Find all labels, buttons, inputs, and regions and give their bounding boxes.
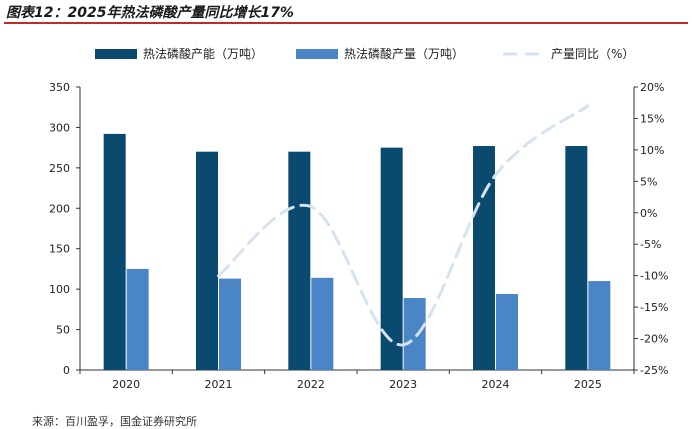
- left-tick-label: 250: [49, 162, 70, 175]
- x-tick-label: 2020: [112, 378, 140, 391]
- output-bar: [588, 281, 610, 370]
- legend-label: 产量同比（%）: [551, 47, 634, 61]
- output-bar: [404, 298, 426, 370]
- x-tick-label: 2025: [574, 378, 602, 391]
- capacity-bar: [288, 152, 310, 370]
- left-tick-label: 200: [49, 202, 70, 215]
- right-tick-label: 5%: [640, 175, 657, 188]
- left-tick-label: 0: [63, 364, 70, 377]
- source-note: 来源：百川盈孚，国金证券研究所: [32, 413, 197, 429]
- legend-label: 热法磷酸产能（万吨）: [143, 46, 263, 61]
- legend-swatch: [95, 49, 137, 59]
- right-tick-label: -15%: [640, 301, 668, 314]
- left-tick-label: 300: [49, 121, 70, 134]
- right-tick-label: -25%: [640, 364, 668, 377]
- x-tick-label: 2021: [205, 378, 233, 391]
- output-bar: [127, 269, 149, 370]
- yoy-line: [219, 106, 588, 345]
- capacity-bar: [196, 152, 218, 370]
- output-bar: [496, 294, 518, 370]
- yoy-line-layer: [218, 106, 588, 345]
- bars: [104, 134, 611, 370]
- right-tick-label: 0%: [640, 207, 657, 220]
- x-tick-label: 2023: [389, 378, 417, 391]
- legend: 热法磷酸产能（万吨） 热法磷酸产量（万吨） 产量同比（%）: [95, 46, 634, 61]
- capacity-bar: [565, 146, 587, 370]
- right-tick-label: 10%: [640, 144, 664, 157]
- legend-swatch: [296, 49, 338, 59]
- right-tick-label: -5%: [640, 238, 661, 251]
- capacity-bar: [104, 134, 126, 370]
- right-tick-label: -20%: [640, 333, 668, 346]
- output-bar: [311, 278, 333, 370]
- capacity-bar: [473, 146, 495, 370]
- x-tick-label: 2022: [297, 378, 325, 391]
- right-tick-label: -10%: [640, 270, 668, 283]
- right-tick-label: 20%: [640, 81, 664, 94]
- left-tick-label: 100: [49, 283, 70, 296]
- capacity-bar: [381, 148, 403, 370]
- left-tick-label: 350: [49, 81, 70, 94]
- output-bar: [219, 279, 241, 370]
- right-tick-label: 15%: [640, 112, 664, 125]
- left-tick-label: 150: [49, 243, 70, 256]
- left-tick-label: 50: [56, 324, 70, 337]
- legend-label: 热法磷酸产量（万吨）: [344, 46, 464, 61]
- x-tick-label: 2024: [482, 378, 510, 391]
